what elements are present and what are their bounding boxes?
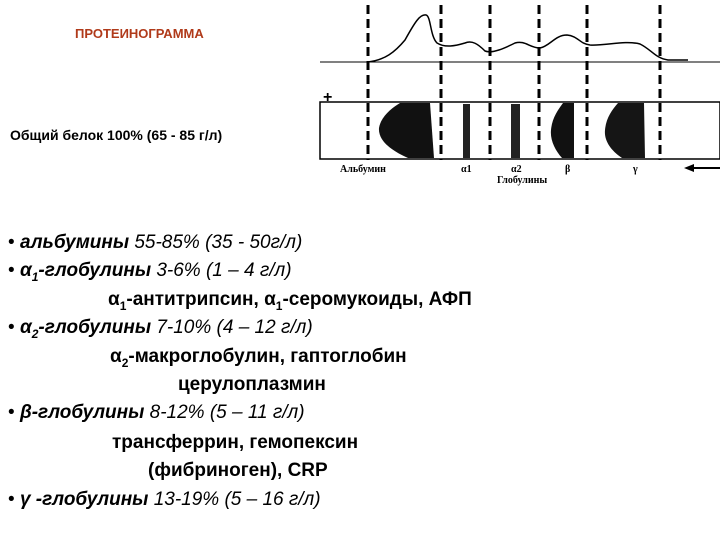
gamma-band	[604, 103, 645, 158]
label-alpha1: α1	[461, 164, 472, 175]
albumin-band	[378, 103, 434, 158]
alpha2-components-2: церулоплазмин	[178, 374, 326, 395]
alpha2-components: α2-макроглобулин, гаптоглобин	[110, 346, 407, 370]
fraction-dividers	[366, 5, 662, 160]
label-beta: β	[565, 164, 570, 175]
list-item-albumin: • альбумины 55-85% (35 - 50г/л)	[8, 232, 303, 253]
list-item-alpha1: • α1-глобулины 3-6% (1 – 4 г/л)	[8, 260, 292, 284]
list-item-gamma: • γ -глобулины 13-19% (5 – 16 г/л)	[8, 489, 321, 510]
electrophoresis-diagram: + Альбумин α1 α2 β γ Глобулины	[319, 5, 720, 186]
alpha1-components: α1-антитрипсин, α1-серомукоиды, АФП	[108, 289, 472, 313]
page-title: ПРОТЕИНОГРАММА	[75, 26, 204, 41]
label-albumin: Альбумин	[340, 164, 386, 175]
total-protein: Общий белок 100% (65 - 85 г/л)	[10, 127, 223, 143]
list-item-beta: • β-глобулины 8-12% (5 – 11 г/л)	[8, 402, 305, 423]
gel-strip	[319, 101, 720, 160]
beta-band	[550, 103, 574, 158]
label-globulins: Глобулины	[497, 175, 547, 186]
alpha2-band	[511, 104, 520, 158]
beta-components: трансферрин, гемопексин	[112, 432, 359, 453]
densitometry-curve	[367, 14, 688, 63]
migration-arrow-icon	[684, 164, 720, 172]
beta-components-2: (фибриноген), CRP	[148, 460, 328, 481]
list-item-alpha2: • α2-глобулины 7-10% (4 – 12 г/л)	[8, 317, 313, 341]
label-gamma: γ	[632, 164, 638, 175]
alpha1-band	[463, 104, 470, 158]
label-alpha2: α2	[511, 164, 522, 175]
plus-sign: +	[323, 89, 332, 106]
